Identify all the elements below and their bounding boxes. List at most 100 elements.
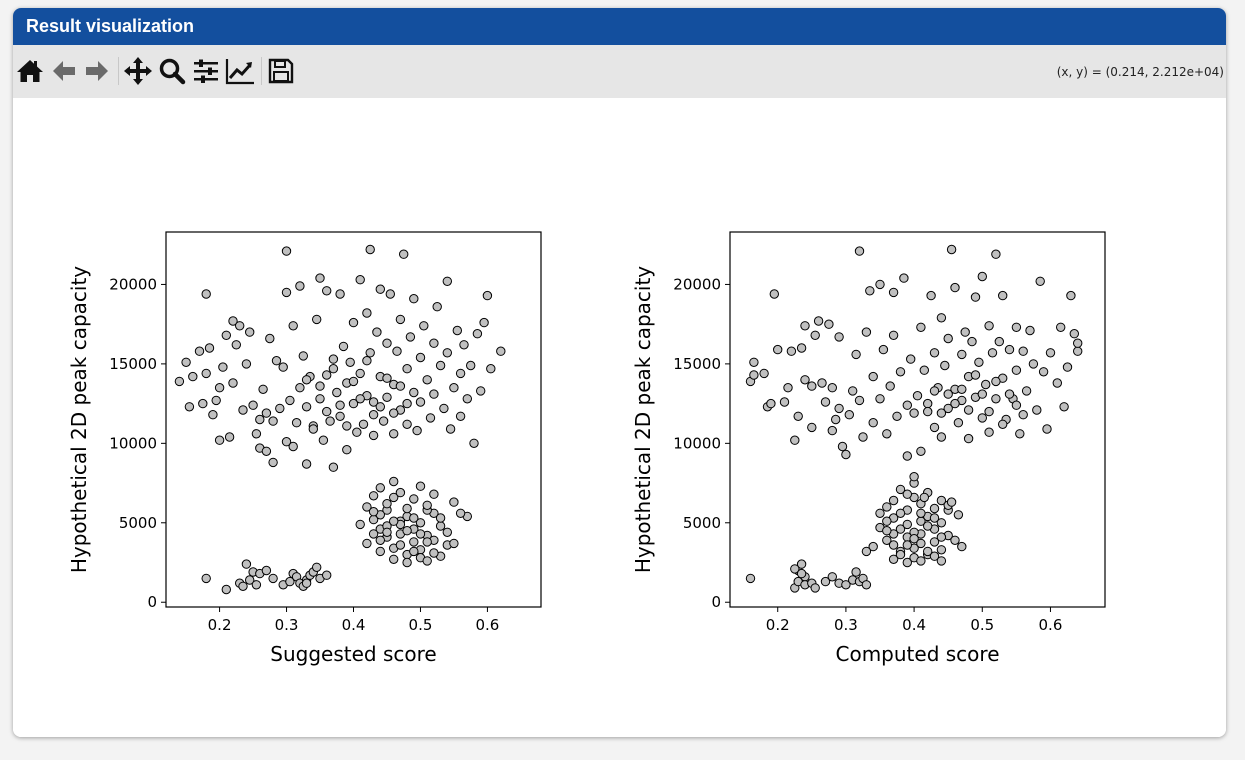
chart-2-data-point [963,433,974,444]
chart-1-data-point [322,286,332,296]
chart-2-data-point [854,246,865,256]
chart-2-x-axis-label: Computed score [836,642,1000,666]
chart-1-data-point [345,357,355,367]
chart-1-data-point [472,329,483,339]
chart-2-data-point [987,348,998,358]
chart-1-data-point [255,414,265,425]
chart-1-data-point [362,538,372,549]
chart-2-data-point [790,564,800,574]
chart-2-data-point [929,422,940,433]
chart-1-data-point [268,416,278,426]
chart-1-data-point [355,394,365,404]
chart-2-data-point [957,541,967,552]
chart-1-data-point [442,348,452,358]
chart-2-data-point [820,576,831,587]
chart-2-data-point [950,282,960,293]
chart-1-data-point [452,325,462,336]
chart-1-data-point [409,387,419,398]
edit-axis-button[interactable] [225,56,255,86]
back-button[interactable] [49,56,79,86]
chart-1-data-point [214,435,225,445]
chart-2-data-point [868,541,878,552]
chart-1-data-point [482,290,493,301]
chart-1-data-point [268,457,278,468]
chart-1-data-point [382,392,392,402]
chart-2-x-tick-label: 0.4 [902,616,926,634]
chart-1-data-point [496,346,506,356]
chart-1-data-point [382,527,392,537]
chart-2-data-point [895,508,906,518]
chart-1-data-point [479,317,489,328]
chart-1-data-point [214,383,225,393]
figure-canvas[interactable]: 0.2 0.3 0.4 0.5 0.6 0 5000 10000 15000 20000 Sugge… [13,98,1226,737]
chart-1-x-tick-label: 0.4 [342,616,366,634]
forward-button[interactable] [82,56,112,86]
chart-1-data-point [335,411,345,421]
chart-2-data-point [888,554,899,564]
chart-1-data-point [285,576,295,587]
chart-1-data-point [362,308,372,318]
chart-1-data-point [291,418,302,428]
chart-1-data-point [194,346,205,356]
chart-2-data-point [882,535,892,545]
chart-2-y-axis-label: Hypothetical 2D peak capacity [631,266,655,573]
chart-1-data-point [402,364,412,374]
chart-1-data-point [342,421,352,431]
chart-2-data-point [779,397,790,407]
chart-2-data-point [919,492,929,503]
chart-2-axes-frame [729,231,1106,608]
chart-1-data-point [295,383,305,393]
chart-1-data-point [261,446,272,456]
save-button[interactable] [266,56,296,86]
move-icon [124,57,152,85]
chart-1-data-point [241,559,252,569]
chart-2-data-point [861,580,872,590]
chart-1-data-point [228,378,238,388]
chart-1-x-tick-label: 0.5 [409,616,433,634]
chart-1-data-point [429,338,439,348]
chart-1-data-point [201,368,211,379]
chart-1-data-point [409,513,419,523]
chart-2-data-point [1011,322,1022,333]
chart-1-data-point [378,416,389,426]
chart-1-data-point [315,394,325,404]
chart-2-data-point [960,327,970,337]
zoom-button[interactable] [157,56,187,86]
chart-1-data-point [322,370,332,380]
chart-2-data-point [875,394,885,404]
chart-2-data-point [970,370,981,380]
chart-1-data-point [442,527,452,537]
chart-1-data-point [285,395,295,406]
chart-2-data-point [936,313,947,323]
chart-2-y-tick-label: 10000 [673,434,721,452]
chart-1-data-point [412,425,422,436]
line-chart-icon [225,59,254,85]
configure-subplots-button[interactable] [191,56,221,86]
chart-2-data-point [994,336,1004,347]
chart-2-data-point [906,354,916,364]
chart-1-data-point [449,497,459,507]
chart-2-data-point [977,413,987,423]
home-button[interactable] [15,56,45,86]
chart-1-data-point [281,246,292,256]
chart-2-data-point [929,348,940,358]
chart-1-data-point [201,289,211,299]
chart-1-data-point [328,364,339,374]
chart-1-data-point [278,362,288,372]
chart-2-data-point [817,378,827,388]
chart-1-data-point [315,381,325,391]
chart-1-data-point [395,381,406,391]
chart-1-data-point [301,578,312,588]
chart-2-data-point [807,381,817,391]
chart-2-data-point [810,330,820,341]
chart-1-data-point [348,317,359,328]
chart-1-data-point [301,402,312,412]
chart-1-data-point [328,462,339,472]
chart-1-data-point [415,518,426,528]
chart-1-data-point [425,413,436,423]
chart-1-data-point [395,314,406,325]
chart-2-data-point [885,381,895,391]
chart-2-data-point [783,383,793,393]
pan-button[interactable] [123,56,153,86]
chart-2-data-point [834,403,844,414]
